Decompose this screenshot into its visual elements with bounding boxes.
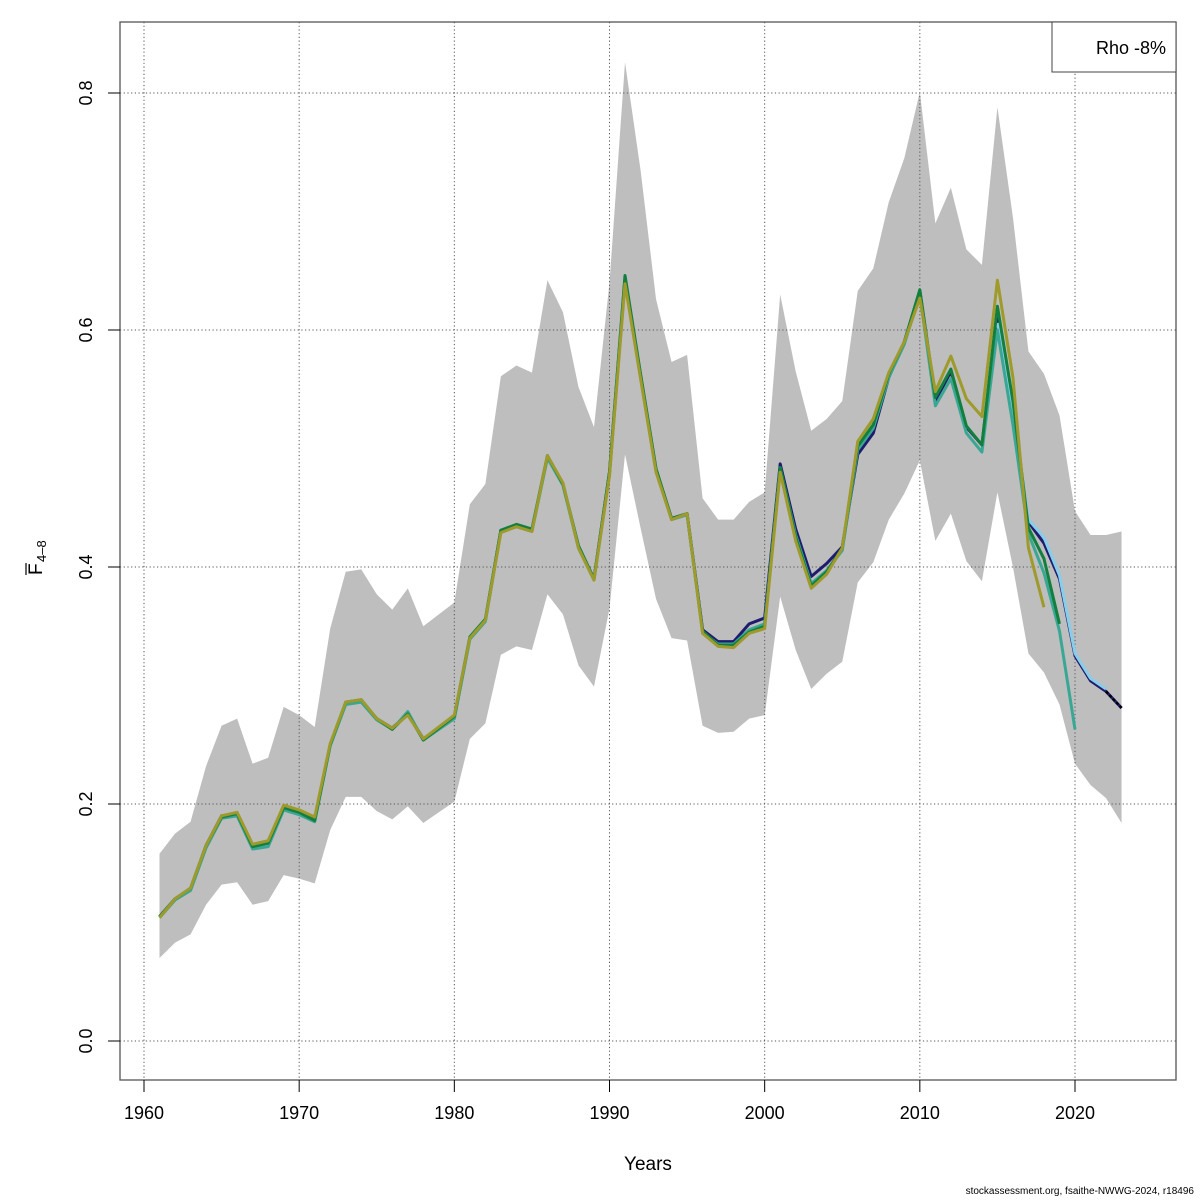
y-tick-label: 0.8 xyxy=(76,80,96,105)
x-tick-label: 2020 xyxy=(1055,1103,1095,1123)
y-axis-title-main: F xyxy=(26,563,47,575)
y-axis-title: F 4–8 xyxy=(25,540,49,575)
x-tick-label: 1990 xyxy=(589,1103,629,1123)
x-axis-title: Years xyxy=(624,1154,672,1175)
x-tick-label: 2010 xyxy=(900,1103,940,1123)
y-axis-title-subscript: 4–8 xyxy=(34,540,49,562)
x-tick-label: 1970 xyxy=(279,1103,319,1123)
x-tick-label: 1980 xyxy=(434,1103,474,1123)
y-tick-label: 0.6 xyxy=(76,317,96,342)
legend-box xyxy=(1051,21,1177,73)
x-tick-label: 1960 xyxy=(124,1103,164,1123)
confidence-band xyxy=(159,62,1122,959)
y-tick-label: 0.0 xyxy=(76,1028,96,1053)
series-line-retro-2019 xyxy=(158,278,1046,919)
projection-tail-line xyxy=(1105,690,1123,709)
plot-frame xyxy=(119,21,1177,1081)
legend-text: Rho -8% xyxy=(1096,38,1166,58)
footer-credit: stockassessment.org, fsaithe-NWWG-2024, … xyxy=(965,1186,1194,1197)
legend: Rho -8% xyxy=(1051,21,1177,73)
y-tick-label: 0.2 xyxy=(76,791,96,816)
y-tick-label: 0.4 xyxy=(76,554,96,579)
x-tick-label: 2000 xyxy=(745,1103,785,1123)
